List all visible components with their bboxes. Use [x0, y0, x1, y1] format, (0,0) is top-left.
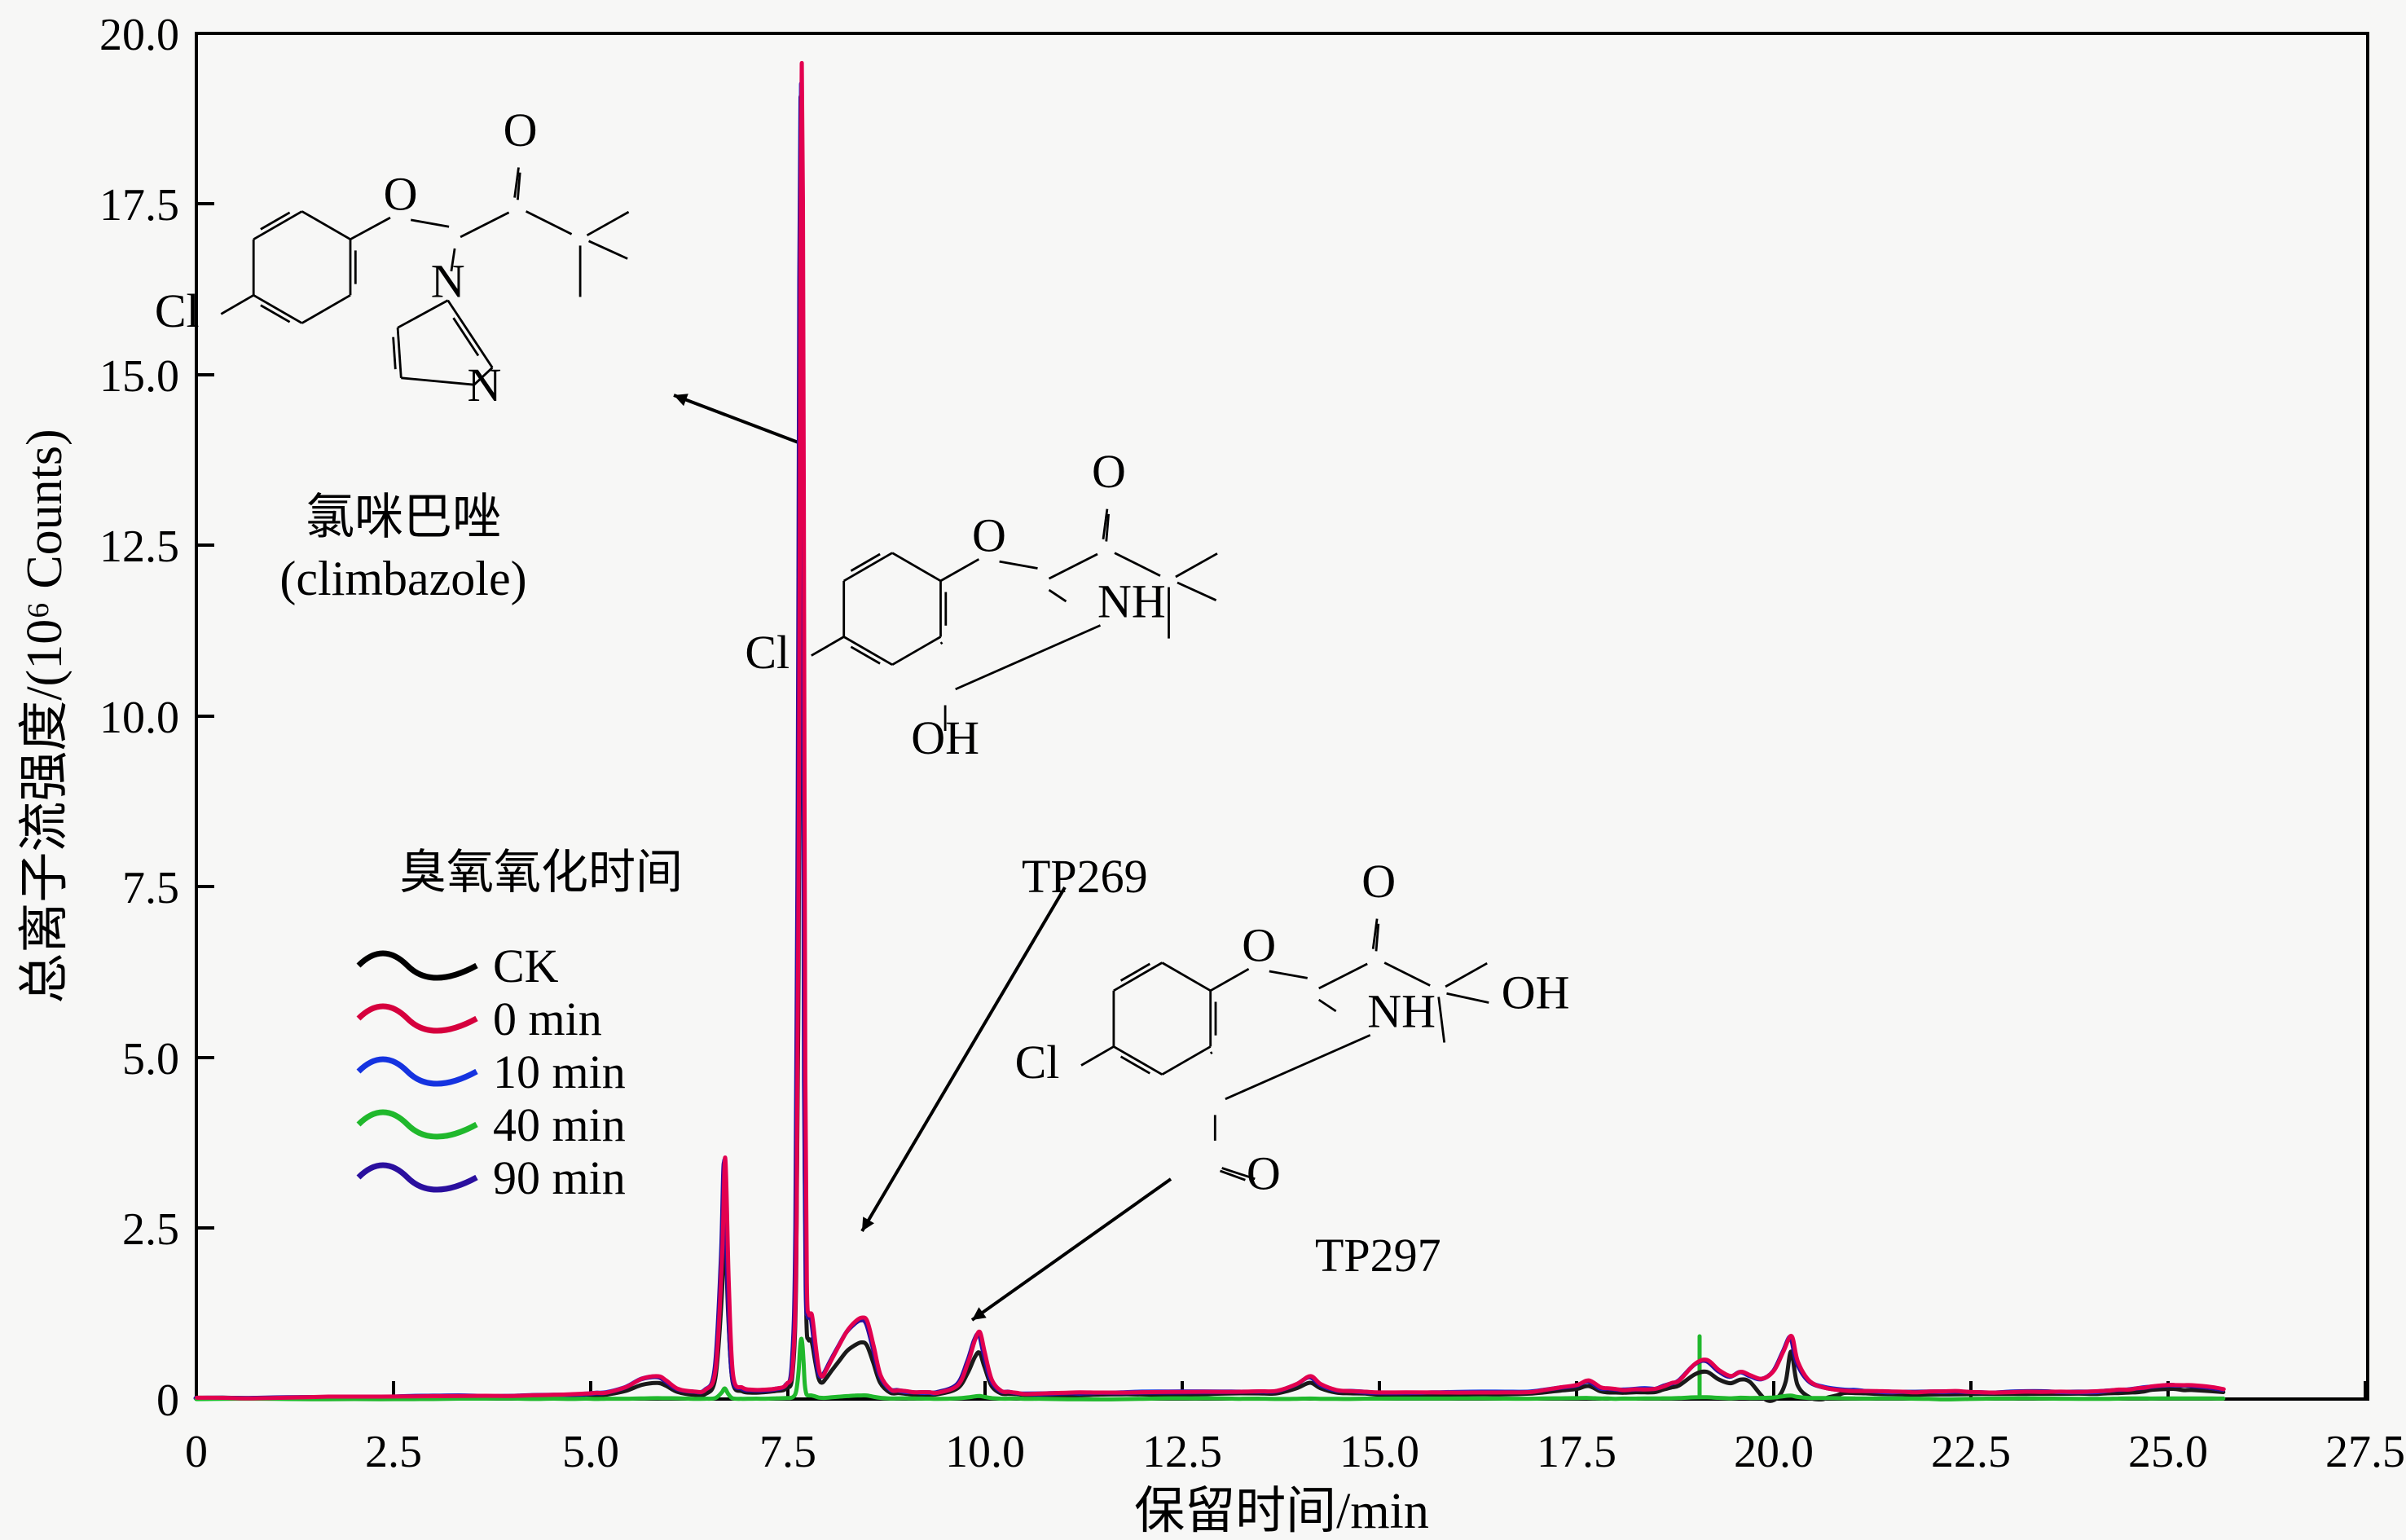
svg-text:NH: NH — [1097, 575, 1166, 628]
svg-text:12.5: 12.5 — [99, 521, 179, 572]
svg-text:17.5: 17.5 — [1537, 1427, 1616, 1477]
svg-text:0: 0 — [185, 1427, 208, 1477]
svg-text:O: O — [1247, 1146, 1281, 1199]
svg-text:2.5: 2.5 — [365, 1427, 422, 1477]
svg-text:氯咪巴唑: 氯咪巴唑 — [306, 491, 501, 544]
svg-text:O: O — [1361, 855, 1396, 908]
svg-text:15.0: 15.0 — [1339, 1427, 1419, 1477]
svg-text:N: N — [468, 359, 502, 411]
svg-text:7.5: 7.5 — [122, 863, 179, 913]
svg-text:7.5: 7.5 — [759, 1427, 816, 1477]
svg-text:10 min: 10 min — [493, 1045, 626, 1098]
svg-text:CK: CK — [493, 939, 559, 992]
svg-text:17.5: 17.5 — [99, 180, 179, 231]
svg-text:5.0: 5.0 — [562, 1427, 619, 1477]
svg-text:O: O — [972, 509, 1006, 562]
svg-text:O: O — [1242, 918, 1276, 971]
svg-text:22.5: 22.5 — [1931, 1427, 2011, 1477]
svg-text:保留时间/min: 保留时间/min — [1134, 1484, 1429, 1539]
svg-text:O: O — [504, 103, 538, 156]
svg-text:臭氧氧化时间: 臭氧氧化时间 — [399, 846, 683, 899]
svg-text:10.0: 10.0 — [945, 1427, 1025, 1477]
svg-text:2.5: 2.5 — [122, 1204, 179, 1255]
svg-text:Cl: Cl — [745, 626, 790, 679]
svg-text:12.5: 12.5 — [1142, 1427, 1222, 1477]
svg-text:20.0: 20.0 — [99, 10, 179, 60]
svg-text:O: O — [1092, 445, 1126, 498]
svg-text:90 min: 90 min — [493, 1151, 626, 1204]
svg-text:15.0: 15.0 — [99, 351, 179, 402]
svg-text:0 min: 0 min — [493, 992, 602, 1045]
svg-text:20.0: 20.0 — [1734, 1427, 1814, 1477]
svg-text:总离子流强度/(10⁶ Counts): 总离子流强度/(10⁶ Counts) — [17, 429, 73, 1003]
svg-text:N: N — [431, 254, 465, 307]
svg-text:O: O — [384, 167, 418, 220]
svg-text:Cl: Cl — [155, 284, 200, 337]
svg-text:(climbazole): (climbazole) — [279, 552, 526, 605]
svg-text:TP269: TP269 — [1022, 850, 1148, 903]
svg-text:OH: OH — [1502, 966, 1570, 1019]
svg-text:OH: OH — [911, 711, 979, 764]
svg-text:TP297: TP297 — [1315, 1229, 1441, 1282]
svg-text:25.0: 25.0 — [2128, 1427, 2208, 1477]
svg-text:Cl: Cl — [1015, 1036, 1060, 1089]
svg-text:5.0: 5.0 — [122, 1034, 179, 1085]
svg-text:10.0: 10.0 — [99, 693, 179, 743]
svg-text:27.5: 27.5 — [2325, 1427, 2405, 1477]
svg-text:0: 0 — [156, 1375, 179, 1426]
svg-text:NH: NH — [1367, 985, 1436, 1038]
svg-text:40 min: 40 min — [493, 1098, 626, 1151]
